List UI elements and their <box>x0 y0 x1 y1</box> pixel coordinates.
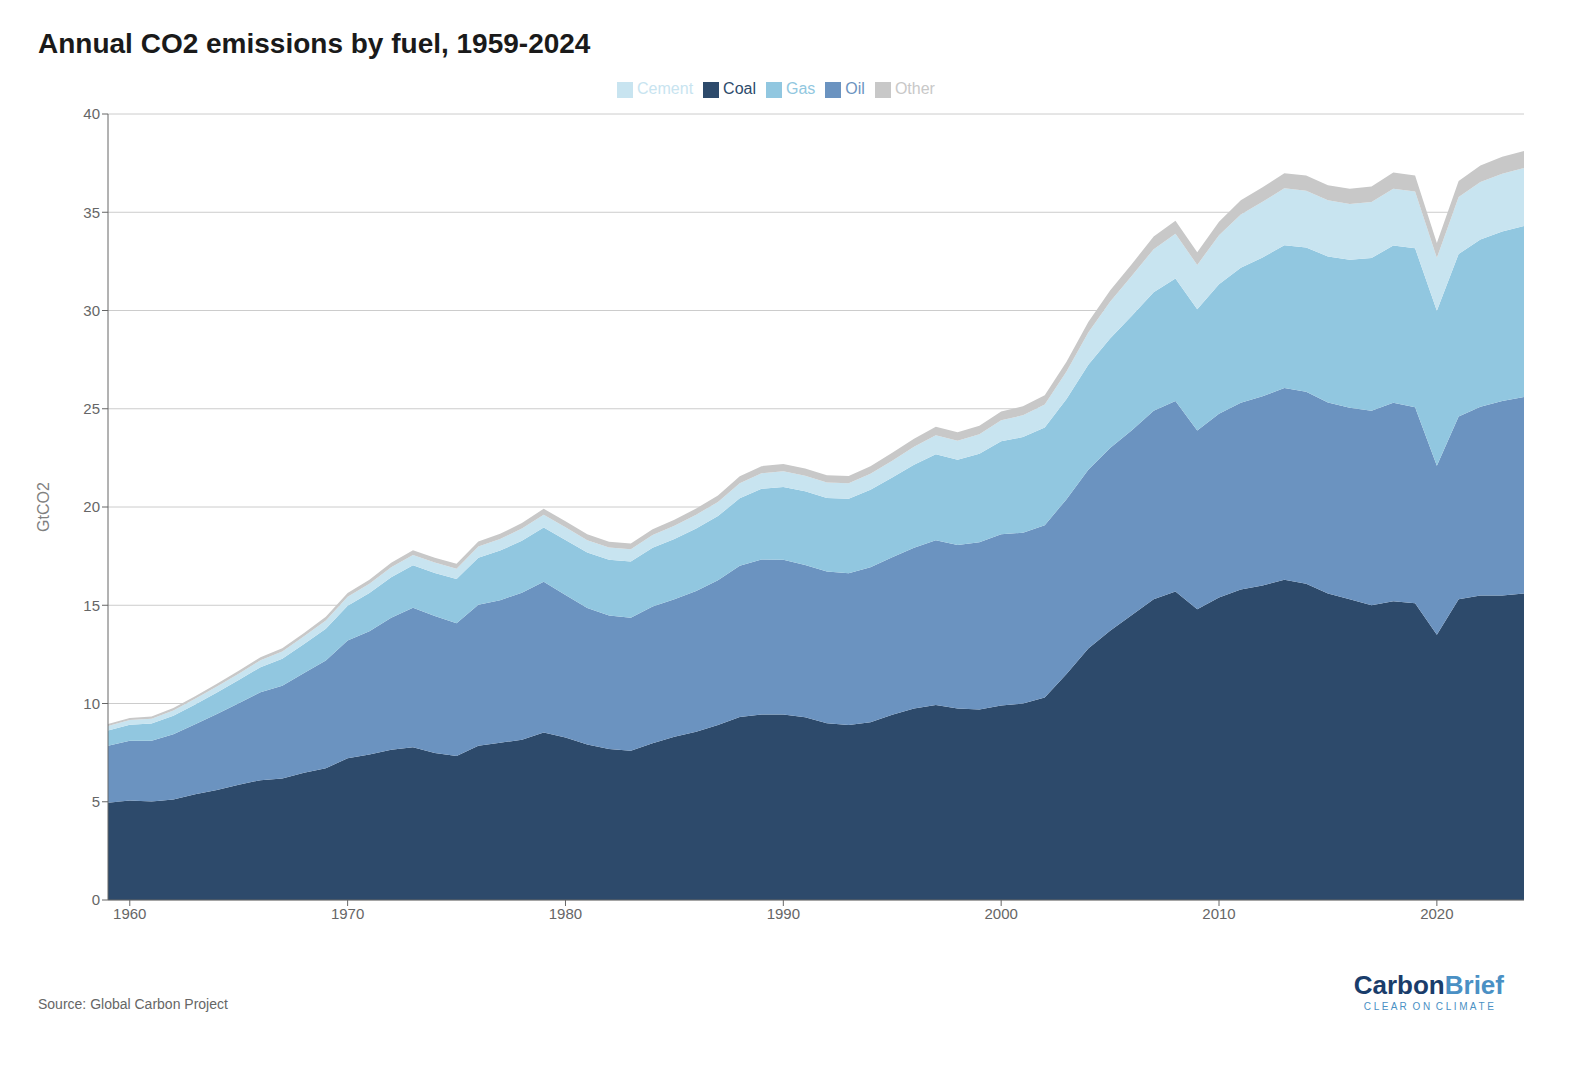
html-text:C L E A R O N C L I M A T E: C L E A R O N C L I M A T E <box>1363 1001 1494 1012</box>
html-text:Other: Other <box>894 80 935 97</box>
html-text:Annual CO2 emissions by fuel,: Annual CO2 emissions by fuel, 1959-2024 <box>38 28 591 59</box>
svg-text:30: 30 <box>83 302 100 319</box>
svg-text:20: 20 <box>83 498 100 515</box>
svg-text:15: 15 <box>83 597 100 614</box>
svg-text:35: 35 <box>83 204 100 221</box>
svg-text:1990: 1990 <box>767 905 800 922</box>
html-text:Gas: Gas <box>786 80 816 97</box>
svg-text:1970: 1970 <box>331 905 364 922</box>
svg-text:GtCO2: GtCO2 <box>35 482 52 532</box>
svg-text:25: 25 <box>83 400 100 417</box>
svg-text:2020: 2020 <box>1420 905 1453 922</box>
svg-text:2000: 2000 <box>984 905 1017 922</box>
svg-text:10: 10 <box>83 695 100 712</box>
html-text:Cement: Cement <box>637 80 694 97</box>
html-text:Coal: Coal <box>723 80 756 97</box>
svg-text:1980: 1980 <box>549 905 582 922</box>
html-text:Carbon Brief: Carbon Brief <box>1353 970 1504 1000</box>
svg-text:5: 5 <box>92 793 100 810</box>
svg-text:2010: 2010 <box>1202 905 1235 922</box>
svg-text:0: 0 <box>92 891 100 908</box>
html-text:Oil: Oil <box>845 80 865 97</box>
html-text:Source: Global Carbon Project: Source: Global Carbon Project <box>38 996 228 1012</box>
svg-text:1960: 1960 <box>113 905 146 922</box>
svg-text:40: 40 <box>83 105 100 122</box>
